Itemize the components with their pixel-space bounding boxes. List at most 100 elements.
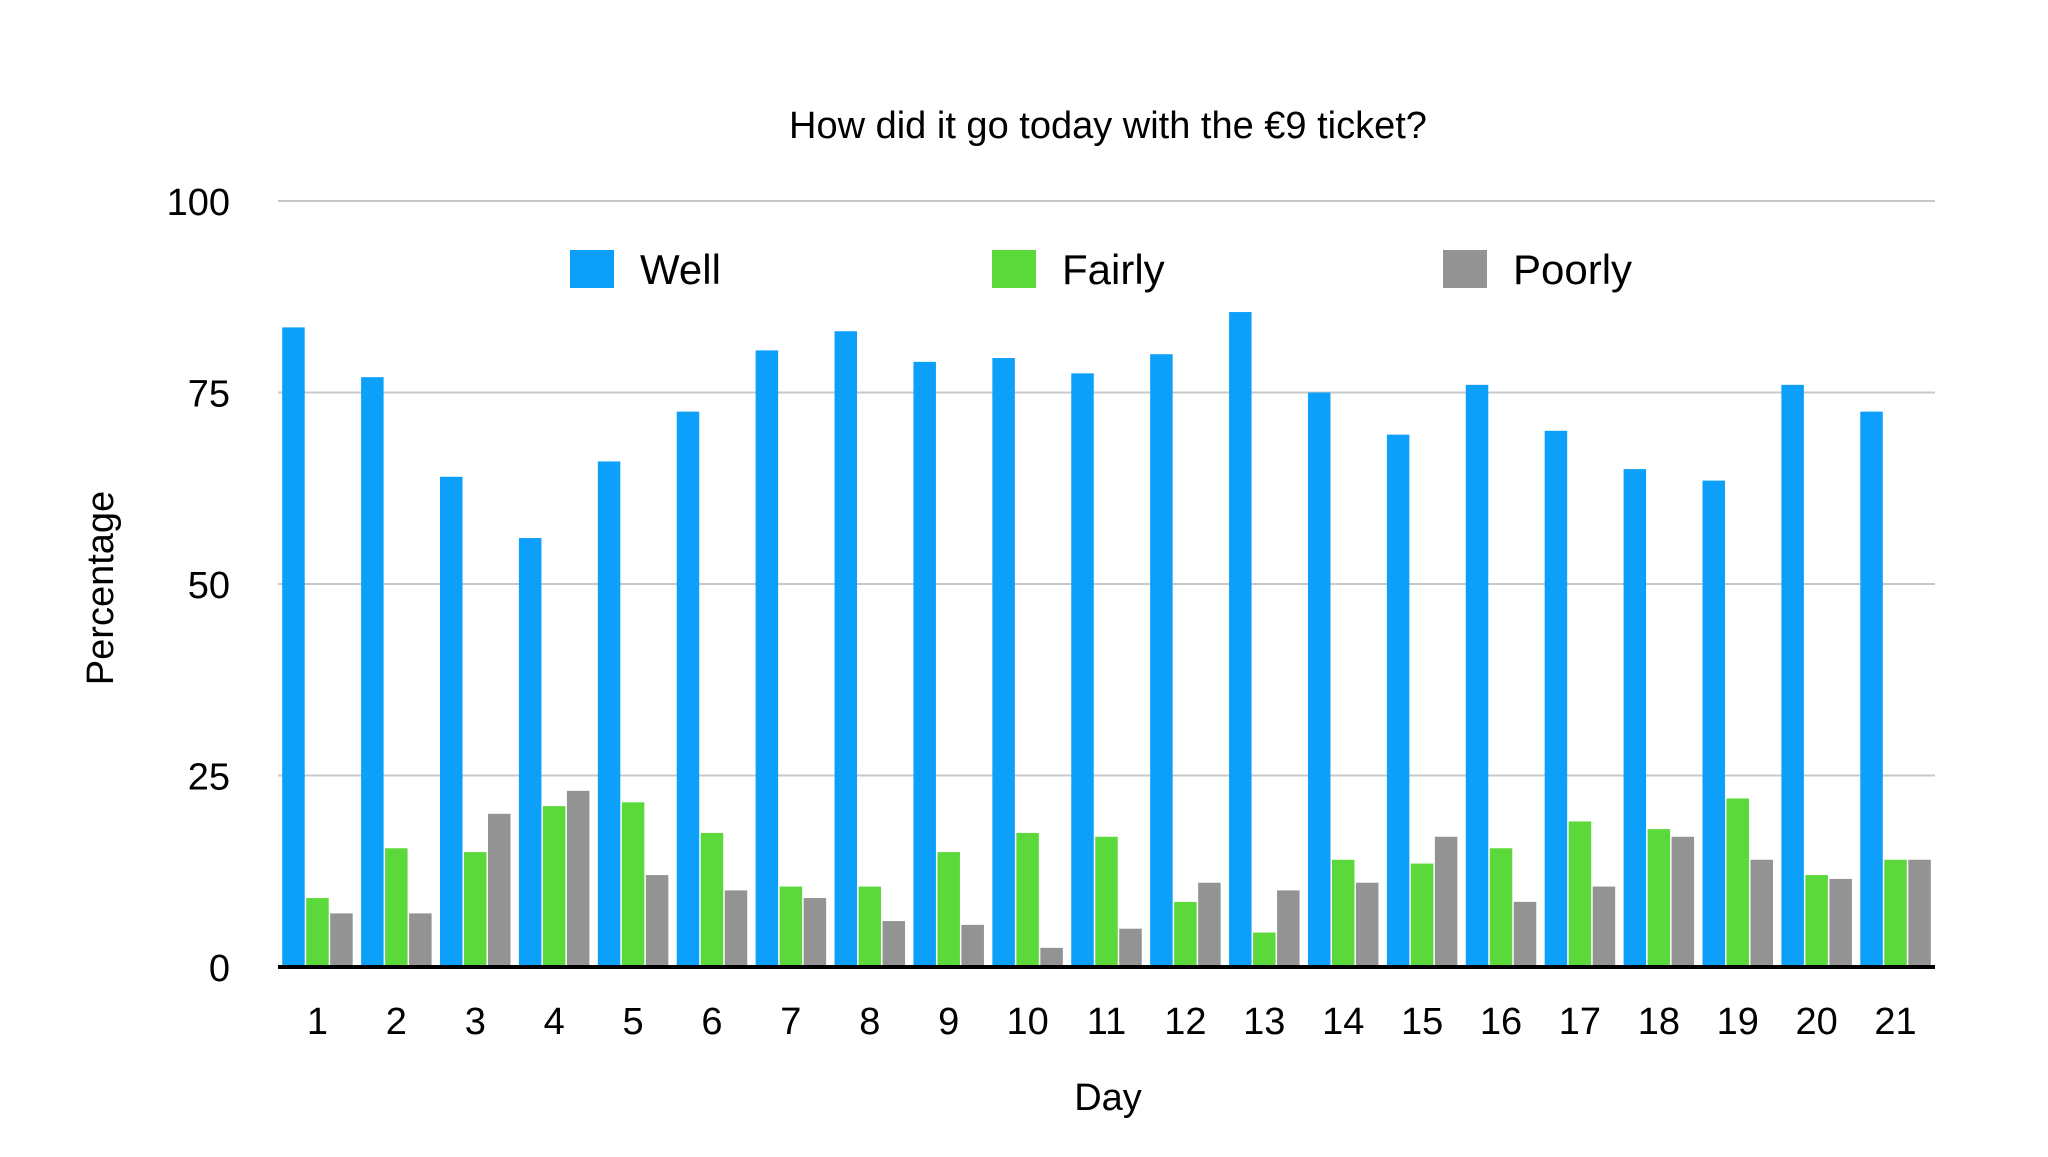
bar-fairly-day-10 xyxy=(1016,832,1039,967)
bar-well-day-11 xyxy=(1071,373,1094,968)
bar-poorly-day-16 xyxy=(1513,901,1537,967)
y-tick-label: 25 xyxy=(188,757,230,799)
bar-fairly-day-18 xyxy=(1647,829,1671,967)
bar-well-day-17 xyxy=(1544,430,1568,967)
bar-well-day-16 xyxy=(1465,384,1489,968)
bar-well-day-14 xyxy=(1307,392,1331,967)
x-tick-label: 7 xyxy=(780,1001,801,1043)
bar-poorly-day-19 xyxy=(1750,859,1773,967)
x-axis-ticks: 1 2 3 4 5 6 7 8 9 10 11 12 13 14 15 16 17 18 19 20 21 xyxy=(307,1001,1917,1043)
bar-well-day-20 xyxy=(1781,384,1804,968)
bar-well-day-15 xyxy=(1386,434,1410,967)
x-tick-label: 8 xyxy=(859,1001,880,1043)
y-tick-label: 100 xyxy=(167,182,230,224)
bar-poorly-day-13 xyxy=(1277,890,1300,967)
x-tick-label: 9 xyxy=(938,1001,959,1043)
bar-well-day-3 xyxy=(440,476,463,967)
gridlines xyxy=(278,200,1935,777)
bar-poorly-day-18 xyxy=(1671,836,1695,967)
bar-well-day-2 xyxy=(361,377,384,967)
bar-poorly-day-6 xyxy=(724,890,748,967)
y-tick-label: 0 xyxy=(209,948,230,990)
bars xyxy=(282,312,1931,968)
bar-well-day-1 xyxy=(282,327,305,967)
bar-fairly-day-17 xyxy=(1568,821,1592,967)
bar-fairly-day-20 xyxy=(1805,875,1828,967)
bar-poorly-day-15 xyxy=(1434,836,1458,967)
x-axis-label: Day xyxy=(1074,1077,1142,1119)
x-tick-label: 15 xyxy=(1401,1001,1443,1043)
legend-label-well: Well xyxy=(640,246,721,293)
x-tick-label: 12 xyxy=(1164,1001,1206,1043)
x-tick-label: 10 xyxy=(1006,1001,1048,1043)
bar-well-day-6 xyxy=(676,411,700,967)
y-tick-label: 50 xyxy=(188,565,230,607)
bar-poorly-day-12 xyxy=(1198,882,1221,967)
x-tick-label: 6 xyxy=(701,1001,722,1043)
y-axis-ticks: 0 25 50 75 100 xyxy=(167,182,230,990)
bar-poorly-day-20 xyxy=(1829,878,1852,967)
bar-poorly-day-10 xyxy=(1040,947,1063,967)
x-tick-label: 11 xyxy=(1087,1001,1126,1043)
bar-well-day-12 xyxy=(1150,354,1173,967)
bar-fairly-day-9 xyxy=(937,852,960,967)
bar-fairly-day-13 xyxy=(1253,932,1276,967)
bar-fairly-day-3 xyxy=(464,852,487,967)
x-tick-label: 5 xyxy=(623,1001,644,1043)
x-tick-label: 3 xyxy=(465,1001,486,1043)
x-tick-label: 17 xyxy=(1559,1001,1601,1043)
bar-poorly-day-4 xyxy=(566,790,590,967)
x-tick-label: 13 xyxy=(1243,1001,1285,1043)
bar-well-day-19 xyxy=(1702,480,1725,967)
bar-fairly-day-7 xyxy=(779,886,803,967)
bar-well-day-21 xyxy=(1860,411,1883,967)
bar-fairly-day-2 xyxy=(385,848,408,967)
y-tick-label: 75 xyxy=(188,374,230,416)
x-tick-label: 18 xyxy=(1638,1001,1680,1043)
bar-poorly-day-9 xyxy=(961,924,984,967)
legend-swatch-well xyxy=(570,250,614,288)
bar-fairly-day-14 xyxy=(1331,859,1355,967)
bar-fairly-day-11 xyxy=(1095,836,1118,967)
bar-poorly-day-2 xyxy=(409,913,432,967)
legend-label-fairly: Fairly xyxy=(1062,246,1165,293)
legend: Well Fairly Poorly xyxy=(570,246,1632,293)
chart-title: How did it go today with the €9 ticket? xyxy=(789,105,1427,147)
bar-fairly-day-12 xyxy=(1174,901,1197,967)
x-tick-label: 14 xyxy=(1322,1001,1364,1043)
legend-swatch-fairly xyxy=(992,250,1036,288)
bar-well-day-10 xyxy=(992,358,1015,967)
x-tick-label: 4 xyxy=(544,1001,565,1043)
bar-fairly-day-21 xyxy=(1884,859,1907,967)
bar-poorly-day-7 xyxy=(803,898,827,967)
bar-well-day-9 xyxy=(913,361,936,967)
bar-poorly-day-21 xyxy=(1908,859,1931,967)
x-tick-label: 1 xyxy=(307,1001,328,1043)
x-tick-label: 16 xyxy=(1480,1001,1522,1043)
bar-poorly-day-8 xyxy=(882,921,906,967)
bar-well-day-18 xyxy=(1623,469,1647,967)
x-tick-label: 21 xyxy=(1874,1001,1916,1043)
bar-poorly-day-11 xyxy=(1119,928,1142,967)
legend-label-poorly: Poorly xyxy=(1513,246,1632,293)
y-axis-label: Percentage xyxy=(80,491,122,685)
x-tick-label: 20 xyxy=(1796,1001,1838,1043)
bar-fairly-day-15 xyxy=(1410,863,1434,967)
bar-poorly-day-3 xyxy=(488,813,511,967)
bar-well-day-13 xyxy=(1229,312,1252,967)
bar-poorly-day-5 xyxy=(645,875,669,967)
legend-swatch-poorly xyxy=(1443,250,1487,288)
bar-poorly-day-14 xyxy=(1355,882,1379,967)
bar-well-day-8 xyxy=(834,331,858,968)
bar-well-day-5 xyxy=(597,461,621,967)
bar-poorly-day-1 xyxy=(330,913,353,967)
x-tick-label: 19 xyxy=(1717,1001,1759,1043)
x-tick-label: 2 xyxy=(386,1001,407,1043)
bar-fairly-day-19 xyxy=(1726,798,1749,967)
bar-well-day-4 xyxy=(518,538,542,967)
bar-fairly-day-8 xyxy=(858,886,882,967)
bar-fairly-day-16 xyxy=(1489,848,1513,967)
bar-fairly-day-6 xyxy=(700,832,724,967)
bar-fairly-day-5 xyxy=(621,802,645,967)
